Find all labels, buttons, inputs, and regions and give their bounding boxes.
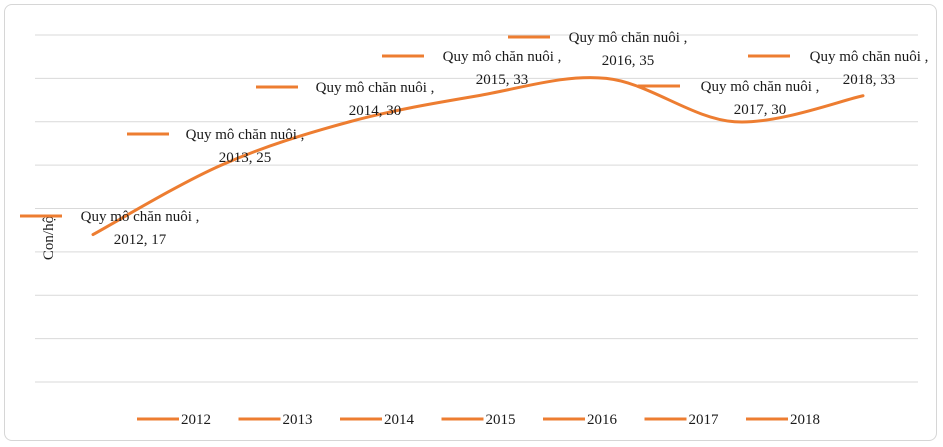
data-point [733, 120, 737, 124]
legend-label: 2013 [283, 412, 313, 428]
data-label-series: Quy mô chăn nuôi , [443, 49, 562, 65]
data-label-series: Quy mô chăn nuôi , [186, 127, 305, 143]
data-point [91, 233, 95, 237]
data-point [219, 163, 223, 167]
legend-label: 2012 [181, 412, 211, 428]
data-label-series: Quy mô chăn nuôi , [81, 209, 200, 225]
data-label-value: 2014, 30 [349, 103, 402, 119]
legend-label: 2018 [790, 412, 820, 428]
data-label-value: 2013, 25 [219, 150, 272, 166]
chart-frame [4, 4, 937, 441]
data-point [348, 120, 352, 124]
data-labels: Quy mô chăn nuôi , 2012, 17 Quy mô chăn nu… [20, 30, 928, 248]
data-point [476, 94, 480, 98]
data-label-value: 2012, 17 [114, 232, 167, 248]
data-label-value: 2016, 35 [602, 53, 655, 69]
data-label-series: Quy mô chăn nuôi , [316, 80, 435, 96]
data-label-series: Quy mô chăn nuôi , [701, 79, 820, 95]
legend-label: 2017 [689, 412, 720, 428]
y-axis-title: Con/hộ [41, 216, 57, 260]
data-point [861, 94, 865, 98]
data-label-value: 2015, 33 [476, 72, 529, 88]
legend-label: 2015 [486, 412, 516, 428]
legend-label: 2016 [587, 412, 618, 428]
series-line [91, 76, 865, 237]
legend: 2012 2013 2014 2015 2016 2017 2018 [137, 412, 820, 428]
legend-label: 2014 [384, 412, 415, 428]
data-point [604, 76, 608, 80]
data-label-value: 2018, 33 [843, 72, 896, 88]
data-label-series: Quy mô chăn nuôi , [810, 49, 929, 65]
gridlines [35, 34, 918, 383]
data-label-value: 2017, 30 [734, 102, 787, 118]
data-label-series: Quy mô chăn nuôi , [569, 30, 688, 46]
